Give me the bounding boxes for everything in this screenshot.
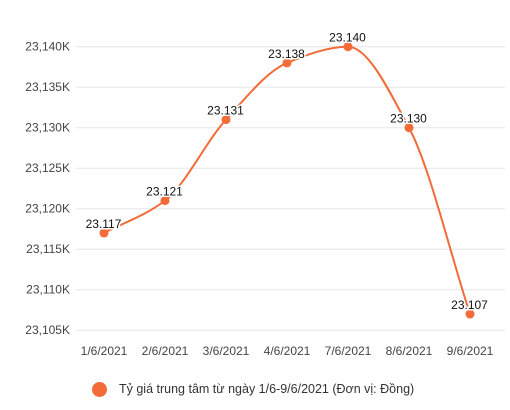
x-tick-label: 2/6/2021 bbox=[142, 344, 189, 358]
x-tick-label: 1/6/2021 bbox=[81, 344, 128, 358]
data-point bbox=[221, 115, 231, 125]
data-label: 23.117 bbox=[86, 217, 122, 231]
data-point bbox=[465, 309, 475, 319]
data-point bbox=[99, 228, 109, 238]
data-point bbox=[282, 58, 292, 68]
y-tick-label: 23,140K bbox=[25, 40, 70, 54]
legend-label: Tỷ giá trung tâm từ ngày 1/6-9/6/2021 (Đ… bbox=[119, 382, 415, 396]
data-point bbox=[160, 196, 170, 206]
x-tick-label: 8/6/2021 bbox=[386, 344, 433, 358]
y-tick-label: 23,120K bbox=[25, 202, 70, 216]
y-tick-label: 23,110K bbox=[26, 283, 70, 297]
y-tick-label: 23,125K bbox=[25, 161, 70, 175]
y-tick-label: 23,135K bbox=[25, 80, 70, 94]
x-tick-label: 3/6/2021 bbox=[203, 344, 250, 358]
y-tick-label: 23,105K bbox=[25, 323, 70, 337]
data-label: 23.121 bbox=[146, 185, 183, 199]
x-tick-label: 9/6/2021 bbox=[447, 344, 494, 358]
data-point bbox=[343, 42, 353, 52]
series-line bbox=[103, 45, 471, 315]
data-point bbox=[404, 123, 414, 133]
data-label: 23.140 bbox=[329, 31, 366, 45]
legend: Tỷ giá trung tâm từ ngày 1/6-9/6/2021 (Đ… bbox=[92, 379, 414, 399]
line-chart: 23,105K 23,110K 23,115K 23,120K 23,125K 23,13… bbox=[25, 29, 505, 358]
data-label: 23.131 bbox=[207, 104, 244, 118]
data-label: 23.107 bbox=[451, 298, 488, 312]
x-tick-label: 4/6/2021 bbox=[264, 344, 311, 358]
data-label: 23.130 bbox=[390, 112, 427, 126]
y-tick-label: 23,130K bbox=[25, 121, 70, 135]
x-tick-label: 7/6/2021 bbox=[325, 344, 372, 358]
y-tick-label: 23,115K bbox=[26, 242, 70, 256]
data-label: 23.138 bbox=[268, 47, 305, 61]
legend-marker bbox=[92, 381, 107, 397]
